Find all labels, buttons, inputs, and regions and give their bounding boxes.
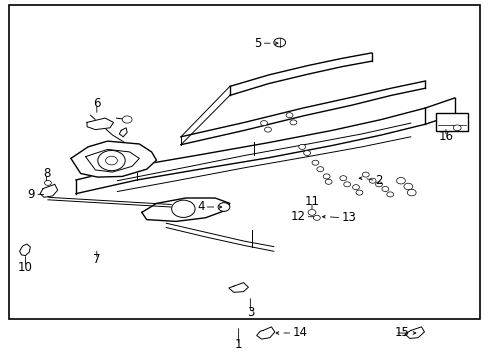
Text: 4: 4 <box>197 201 204 213</box>
Circle shape <box>362 172 368 177</box>
Circle shape <box>311 160 318 165</box>
Circle shape <box>452 125 460 131</box>
Text: 10: 10 <box>18 261 33 274</box>
Text: 1: 1 <box>234 338 242 351</box>
Text: 6: 6 <box>93 97 101 110</box>
Circle shape <box>339 176 346 181</box>
Circle shape <box>323 174 329 179</box>
Circle shape <box>403 183 412 190</box>
Circle shape <box>352 185 359 190</box>
Text: 2: 2 <box>375 174 382 187</box>
Circle shape <box>273 38 285 47</box>
Circle shape <box>298 144 305 149</box>
Circle shape <box>264 127 271 132</box>
Circle shape <box>396 177 405 184</box>
Text: 8: 8 <box>42 167 50 180</box>
Text: 16: 16 <box>438 130 452 143</box>
Circle shape <box>368 178 375 183</box>
Circle shape <box>343 182 350 187</box>
Polygon shape <box>71 141 156 177</box>
Circle shape <box>313 215 320 220</box>
Text: 14: 14 <box>292 327 307 339</box>
Circle shape <box>307 210 315 215</box>
Text: 15: 15 <box>394 327 409 339</box>
Circle shape <box>289 120 296 125</box>
Circle shape <box>98 150 125 171</box>
Text: 3: 3 <box>246 306 254 319</box>
Polygon shape <box>228 283 248 292</box>
Polygon shape <box>256 327 274 339</box>
Text: 12: 12 <box>290 210 305 223</box>
Polygon shape <box>142 198 229 221</box>
Circle shape <box>381 186 388 192</box>
Text: 13: 13 <box>341 211 355 224</box>
Circle shape <box>218 203 229 211</box>
Text: 9: 9 <box>28 188 35 201</box>
Circle shape <box>303 150 310 156</box>
Circle shape <box>325 179 331 184</box>
Text: 11: 11 <box>304 195 319 208</box>
Polygon shape <box>404 327 424 338</box>
Circle shape <box>44 180 51 185</box>
Text: 5: 5 <box>254 37 261 50</box>
Polygon shape <box>40 184 58 197</box>
Circle shape <box>375 182 382 187</box>
Bar <box>435 113 467 131</box>
Text: 7: 7 <box>93 253 101 266</box>
Circle shape <box>407 189 415 196</box>
Circle shape <box>285 113 292 118</box>
Circle shape <box>386 192 393 197</box>
Circle shape <box>122 116 132 123</box>
Circle shape <box>105 156 117 165</box>
Circle shape <box>260 121 267 126</box>
Polygon shape <box>87 118 113 130</box>
Circle shape <box>171 200 195 217</box>
Bar <box>9 5 479 319</box>
Circle shape <box>316 167 323 172</box>
Circle shape <box>355 190 362 195</box>
